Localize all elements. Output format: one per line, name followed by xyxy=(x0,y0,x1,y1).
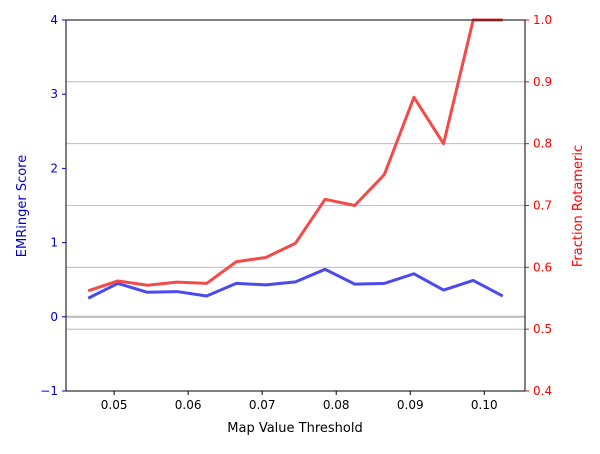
x-tick-label: 0.10 xyxy=(471,398,498,412)
left-y-axis-label: EMRinger Score xyxy=(15,155,30,257)
series-group xyxy=(87,18,504,300)
left-y-tick-label: 2 xyxy=(50,161,58,175)
right-y-axis-label: Fraction Rotameric xyxy=(571,145,586,267)
left-y-tick-label: −1 xyxy=(40,384,58,398)
x-axis-label: Map Value Threshold xyxy=(227,421,362,436)
right-y-tick-label: 0.5 xyxy=(533,322,552,336)
right-y-tick-label: 0.7 xyxy=(533,199,552,213)
series-line-fraction-rotameric xyxy=(87,18,503,293)
right-y-tick-label: 0.9 xyxy=(533,75,552,89)
left-y-tick-label: 3 xyxy=(50,87,58,101)
x-tick-label: 0.05 xyxy=(101,398,128,412)
right-y-tick-label: 0.8 xyxy=(533,137,552,151)
x-tick-label: 0.07 xyxy=(249,398,276,412)
axes-group: 0.05 0.06 0.07 0.08 0.09 0.10 −1 0 1 2 3 4 0.4 0.5 0.6… xyxy=(40,13,552,412)
left-y-tick-label: 1 xyxy=(50,236,58,250)
right-y-tick-label: 0.4 xyxy=(533,384,552,398)
right-y-tick-label: 1.0 xyxy=(533,13,552,27)
left-y-tick-label: 0 xyxy=(50,310,58,324)
x-tick-label: 0.08 xyxy=(323,398,350,412)
left-y-tick-label: 4 xyxy=(50,13,58,27)
gridlines xyxy=(66,81,525,330)
right-y-tick-label: 0.6 xyxy=(533,260,552,274)
x-tick-label: 0.06 xyxy=(175,398,202,412)
series-line-emringer-score xyxy=(87,267,504,300)
x-tick-label: 0.09 xyxy=(397,398,424,412)
